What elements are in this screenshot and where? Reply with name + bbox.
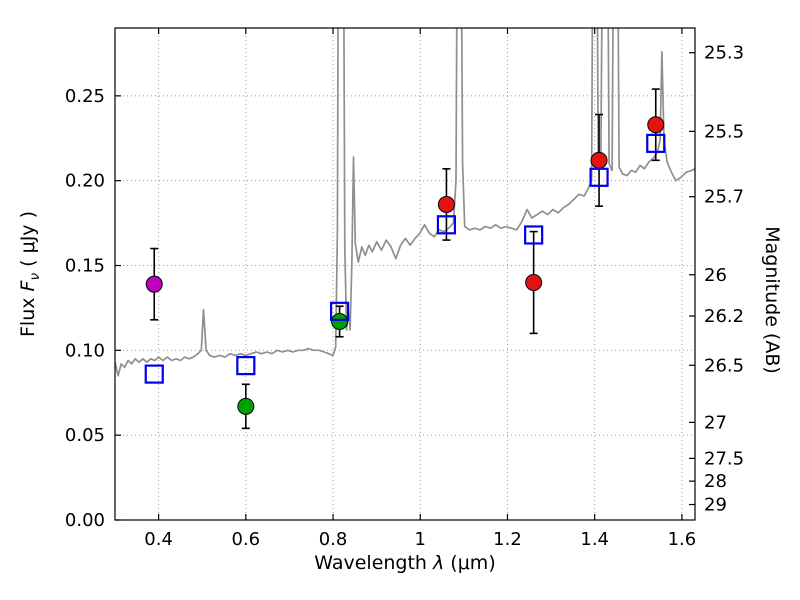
synthetic-photometry-squares-point	[524, 225, 544, 245]
observed-photometry-green-point	[331, 313, 349, 331]
y-tick-label-left: 0.10	[65, 340, 105, 361]
x-axis-unit: (μm)	[444, 552, 496, 574]
x-axis-label: Wavelength λ (μm)	[314, 552, 495, 574]
y-axis-label-left: Flux Fν ( μJy )	[17, 211, 43, 337]
y-tick-label-right: 26.5	[704, 355, 744, 376]
y-axis-label-right: Magnitude (AB)	[761, 226, 783, 374]
x-axis-label-text: Wavelength	[314, 552, 434, 574]
x-tick-label: 0.8	[319, 529, 348, 550]
y-axis-left-subscript: ν	[26, 272, 43, 281]
y-tick-label-left: 0.00	[65, 510, 105, 531]
x-tick-label: 1.2	[493, 529, 522, 550]
tick-labels: 0.4 0.6 0.8 1 1.2 1.4 1.6 0.00 0.05 0.10 0.15 0.20 0…	[65, 43, 744, 550]
synthetic-photometry-squares-point	[646, 133, 666, 153]
y-tick-label-left: 0.05	[65, 425, 105, 446]
y-axis-left-symbol: F	[17, 280, 40, 292]
x-axis-symbol: λ	[433, 552, 445, 574]
model-spectrum-line	[115, 28, 695, 377]
y-tick-label-right: 28	[704, 471, 727, 492]
observed-photometry-red-point	[525, 273, 543, 291]
synthetic-photometry-squares-point	[236, 356, 256, 376]
y-axis-label-left-text: Flux	[17, 291, 40, 338]
plot-frame	[114, 27, 696, 521]
observed-photometry-red-point	[647, 116, 665, 134]
y-tick-label-left: 0.15	[65, 256, 105, 277]
tick-marks	[115, 28, 695, 521]
y-tick-label-right: 26	[704, 265, 727, 286]
x-tick-label: 0.6	[232, 529, 261, 550]
data-points	[144, 88, 666, 430]
y-tick-label-left: 0.20	[65, 171, 105, 192]
synthetic-photometry-squares-point	[436, 215, 457, 235]
synthetic-photometry-squares-point	[329, 301, 350, 321]
x-tick-label: 1.4	[580, 529, 609, 550]
x-tick-label: 1	[415, 529, 426, 550]
y-tick-label-right: 27	[704, 412, 727, 433]
observed-photometry-green-point	[237, 397, 255, 415]
y-tick-label-right: 26.2	[704, 306, 744, 327]
observed-photometry-magenta-point	[145, 275, 163, 293]
y-tick-label-right: 29	[704, 495, 727, 516]
synthetic-photometry-squares-point	[589, 167, 609, 187]
y-tick-label-right: 25.5	[704, 121, 744, 142]
observed-photometry-red-point	[437, 195, 455, 213]
y-axis-left-unit: ( μJy )	[17, 210, 40, 273]
y-tick-label-right: 25.3	[704, 43, 744, 64]
grid	[115, 28, 695, 520]
x-tick-label: 1.6	[668, 529, 697, 550]
synthetic-photometry-squares-point	[144, 364, 164, 384]
plot-area	[115, 28, 695, 377]
observed-photometry-red-point	[590, 151, 608, 169]
y-tick-label-right: 25.7	[704, 187, 744, 208]
x-tick-label: 0.4	[144, 529, 173, 550]
y-tick-label-right: 27.5	[704, 448, 744, 469]
y-tick-label-left: 0.25	[65, 86, 105, 107]
